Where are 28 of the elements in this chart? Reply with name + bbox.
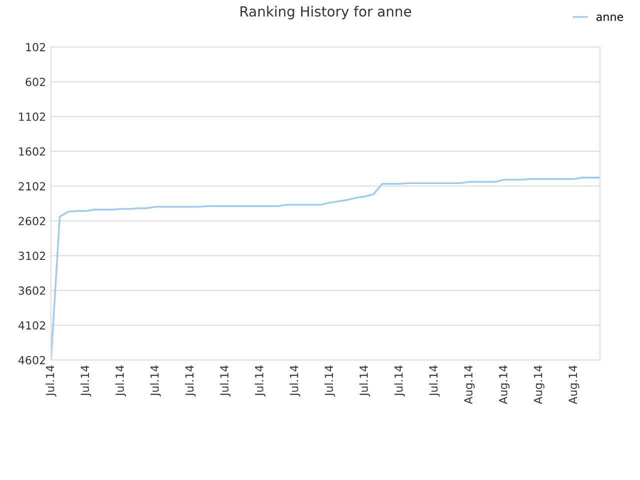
y-tick-label: 1102 <box>19 112 46 121</box>
chart-title: Ranking History for anne <box>240 6 412 20</box>
x-tick-label: Aug.14 <box>499 365 510 404</box>
y-tick-label: 3102 <box>18 252 46 260</box>
x-tick-label: Jul.14 <box>429 365 440 397</box>
x-tick-label: Jul.14 <box>46 365 56 397</box>
y-tick-label: 3602 <box>18 286 46 295</box>
y-tick-label: 4602 <box>18 356 46 364</box>
y-tick-label: 2102 <box>18 182 46 190</box>
x-tick-label: Aug.14 <box>568 365 580 404</box>
legend-label: anne <box>596 14 624 21</box>
y-tick-label: 102 <box>26 42 46 52</box>
x-tick-label: Jul.14 <box>115 365 126 397</box>
y-tick-label: 1602 <box>19 147 46 156</box>
x-tick-label: Jul.14 <box>324 365 336 397</box>
x-tick-label: Jul.14 <box>80 365 92 397</box>
x-tick-label: Jul.14 <box>394 365 405 397</box>
x-tick-label: Aug.14 <box>464 365 475 404</box>
x-tick-label: Jul.14 <box>359 365 370 397</box>
x-tick-label: Jul.14 <box>290 365 300 397</box>
y-tick-label: 4102 <box>18 321 46 330</box>
x-tick-label: Jul.14 <box>254 365 266 397</box>
x-tick-label: Jul.14 <box>185 365 196 397</box>
x-tick-label: Aug.14 <box>534 365 544 404</box>
x-tick-label: Jul.14 <box>150 365 161 397</box>
x-tick-label: Jul.14 <box>220 365 231 397</box>
y-tick-label: 2602 <box>18 216 46 226</box>
y-tick-label: 602 <box>26 78 46 86</box>
